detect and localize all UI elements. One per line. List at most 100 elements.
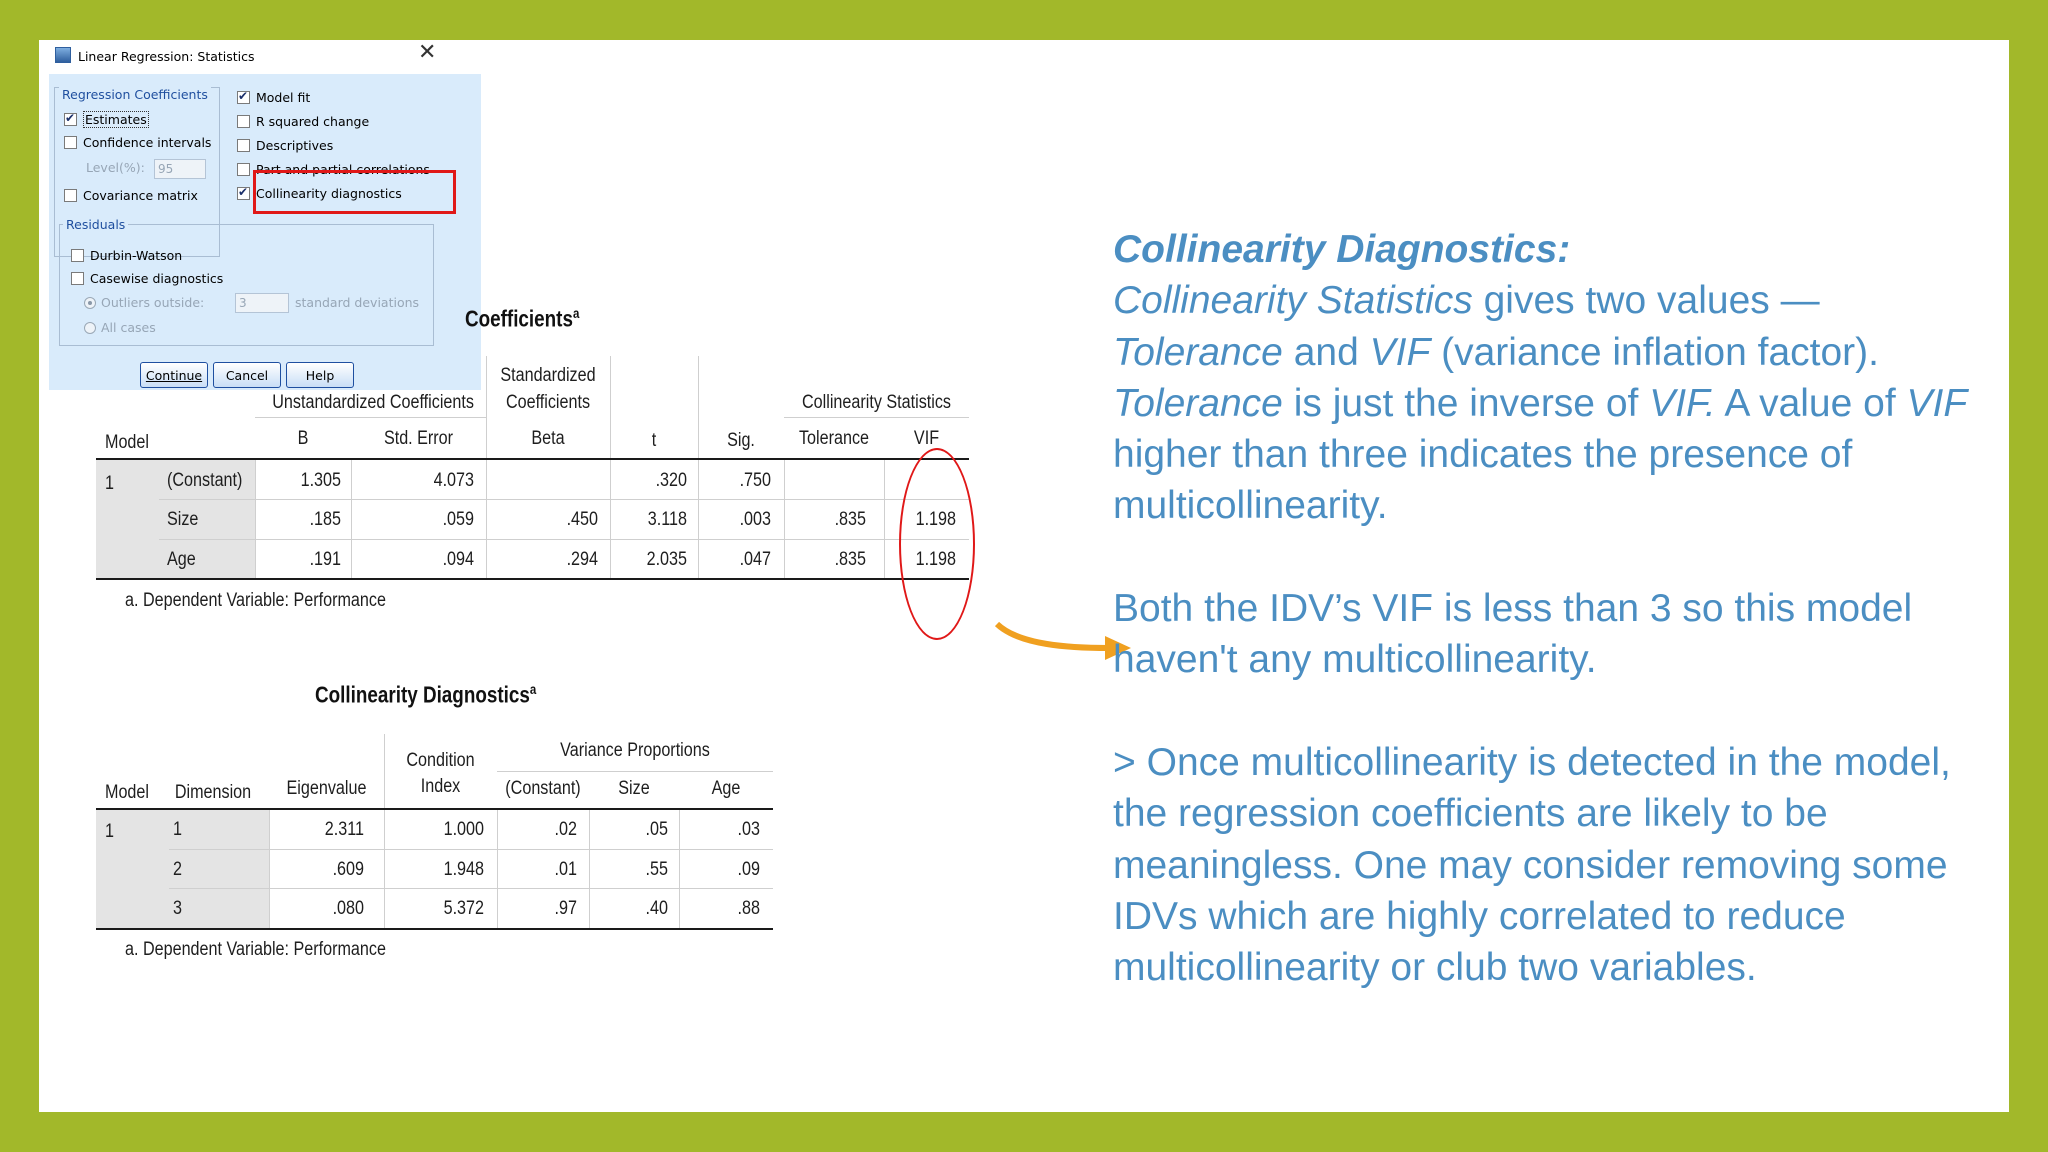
- std-error-value: .094: [442, 549, 474, 570]
- part-partial-checkbox[interactable]: Part and partial correlations: [237, 162, 430, 177]
- row-label: (Constant): [167, 470, 243, 491]
- t-value: 2.035: [646, 549, 687, 570]
- eigenvalue-value: 2.311: [324, 819, 364, 840]
- radio-icon: [84, 321, 96, 334]
- grid-line: [698, 460, 699, 578]
- help-button-label: Help: [305, 367, 335, 383]
- checkbox-box: [64, 136, 77, 149]
- all-cases-label: All cases: [101, 320, 156, 335]
- collinearity-diagnostics-title-sup: a: [529, 681, 537, 697]
- explanation-paragraph-1: Collinearity Statistics gives two values…: [1113, 275, 1983, 531]
- grid-line: [610, 460, 611, 578]
- statistics-dialog: Linear Regression: Statistics ✕ Regressi…: [49, 40, 481, 390]
- sig-header: Sig.: [727, 430, 755, 451]
- grid-line: [610, 356, 611, 458]
- row-header-shading: [96, 460, 255, 578]
- check-icon: [64, 111, 77, 126]
- cancel-button[interactable]: Cancel: [213, 362, 281, 388]
- text-run: VIF: [1369, 330, 1431, 374]
- constant-value: .97: [554, 898, 577, 919]
- coefficients-title-text: Coefficients: [465, 305, 573, 332]
- dialog-titlebar: Linear Regression: Statistics ✕: [49, 40, 481, 74]
- model-header: Model: [105, 782, 149, 803]
- cancel-button-label: Cancel: [225, 367, 269, 383]
- casewise-checkbox[interactable]: Casewise diagnostics: [71, 271, 223, 286]
- coefficients-title-sup: a: [572, 305, 580, 321]
- grid-line: [159, 539, 969, 540]
- age-value: .88: [737, 898, 760, 919]
- residuals-group: [59, 224, 434, 346]
- collinearity-diagnostics-title-text: Collinearity Diagnostics: [315, 681, 530, 708]
- durbin-watson-checkbox[interactable]: Durbin-Watson: [71, 248, 182, 263]
- r-squared-change-label: R squared change: [256, 114, 370, 129]
- text-run: gives two values —: [1472, 279, 1820, 323]
- tolerance-value: .835: [834, 509, 866, 530]
- text-run: and: [1282, 330, 1370, 374]
- grid-line: [169, 888, 773, 889]
- checkbox-box: [237, 163, 250, 176]
- tolerance-value: .835: [834, 549, 866, 570]
- check-icon: [237, 89, 250, 104]
- continue-button-label: Continue: [145, 367, 203, 383]
- text-run: Collinearity Statistics: [1113, 279, 1473, 323]
- eigenvalue-header: Eigenvalue: [286, 778, 367, 799]
- checkbox-box: [237, 139, 250, 152]
- help-button[interactable]: Help: [286, 362, 354, 388]
- size-value: .55: [645, 859, 668, 880]
- b-value: .191: [309, 549, 341, 570]
- level-label: Level(%):: [86, 160, 145, 175]
- sig-value: .047: [739, 549, 771, 570]
- grid-line: [169, 849, 773, 850]
- table-rule: [96, 928, 773, 930]
- close-icon[interactable]: ✕: [418, 40, 437, 65]
- descriptives-checkbox[interactable]: Descriptives: [237, 138, 333, 153]
- collinearity-diagnostics-checkbox[interactable]: Collinearity diagnostics: [237, 185, 402, 201]
- t-value: 3.118: [647, 509, 687, 530]
- condition-index-value: 5.372: [443, 898, 484, 919]
- unstandardized-header: Unstandardized Coefficients: [272, 392, 474, 413]
- all-cases-radio[interactable]: All cases: [84, 320, 156, 335]
- checkbox-box: [64, 189, 77, 202]
- descriptives-label: Descriptives: [256, 138, 334, 153]
- sig-value: .750: [739, 470, 771, 491]
- grid-line: [589, 810, 590, 928]
- constant-header: (Constant): [505, 778, 581, 799]
- condition-index-value: 1.948: [443, 859, 484, 880]
- explanation-paragraph-2: Both the IDV’s VIF is less than 3 so thi…: [1113, 587, 1913, 682]
- collinearity-highlight-box: [253, 170, 456, 214]
- age-value: .03: [737, 819, 760, 840]
- covariance-matrix-checkbox[interactable]: Covariance matrix: [64, 188, 198, 203]
- continue-button[interactable]: Continue: [140, 362, 208, 388]
- collinearity-footnote: a. Dependent Variable: Performance: [125, 939, 386, 960]
- coefficients-title: Coefficientsa: [465, 305, 579, 333]
- b-value: 1.305: [300, 470, 341, 491]
- beta-header: Beta: [531, 428, 565, 449]
- grid-line: [497, 771, 773, 772]
- model-fit-checkbox[interactable]: Model fit: [237, 89, 310, 105]
- grid-line: [679, 810, 680, 928]
- condition-header-2: Index: [420, 776, 461, 797]
- estimates-checkbox[interactable]: Estimates: [64, 111, 149, 128]
- outliers-radio[interactable]: Outliers outside:: [84, 295, 204, 310]
- casewise-label: Casewise diagnostics: [90, 271, 224, 286]
- level-input[interactable]: 95: [154, 159, 206, 179]
- covariance-matrix-label: Covariance matrix: [83, 188, 198, 203]
- outliers-input[interactable]: 3: [235, 293, 289, 313]
- size-value: .40: [645, 898, 668, 919]
- grid-line: [269, 810, 270, 928]
- r-squared-change-checkbox[interactable]: R squared change: [237, 114, 369, 129]
- vif-header: VIF: [913, 428, 940, 449]
- grid-line: [351, 460, 352, 578]
- size-header: Size: [618, 778, 650, 799]
- table-rule: [96, 808, 773, 810]
- dimension-value: 3: [173, 898, 182, 919]
- dimension-value: 2: [173, 859, 182, 880]
- text-run: Tolerance: [1113, 381, 1283, 425]
- b-value: .185: [309, 509, 341, 530]
- explanation-heading: Collinearity Diagnostics:: [1113, 228, 1571, 271]
- standardized-header-2: Coefficients: [505, 392, 591, 413]
- confidence-intervals-checkbox[interactable]: Confidence intervals: [64, 135, 211, 150]
- checkbox-box: [71, 249, 84, 262]
- grid-line: [255, 417, 486, 418]
- text-run: higher than three indicates the presence…: [1113, 433, 1853, 528]
